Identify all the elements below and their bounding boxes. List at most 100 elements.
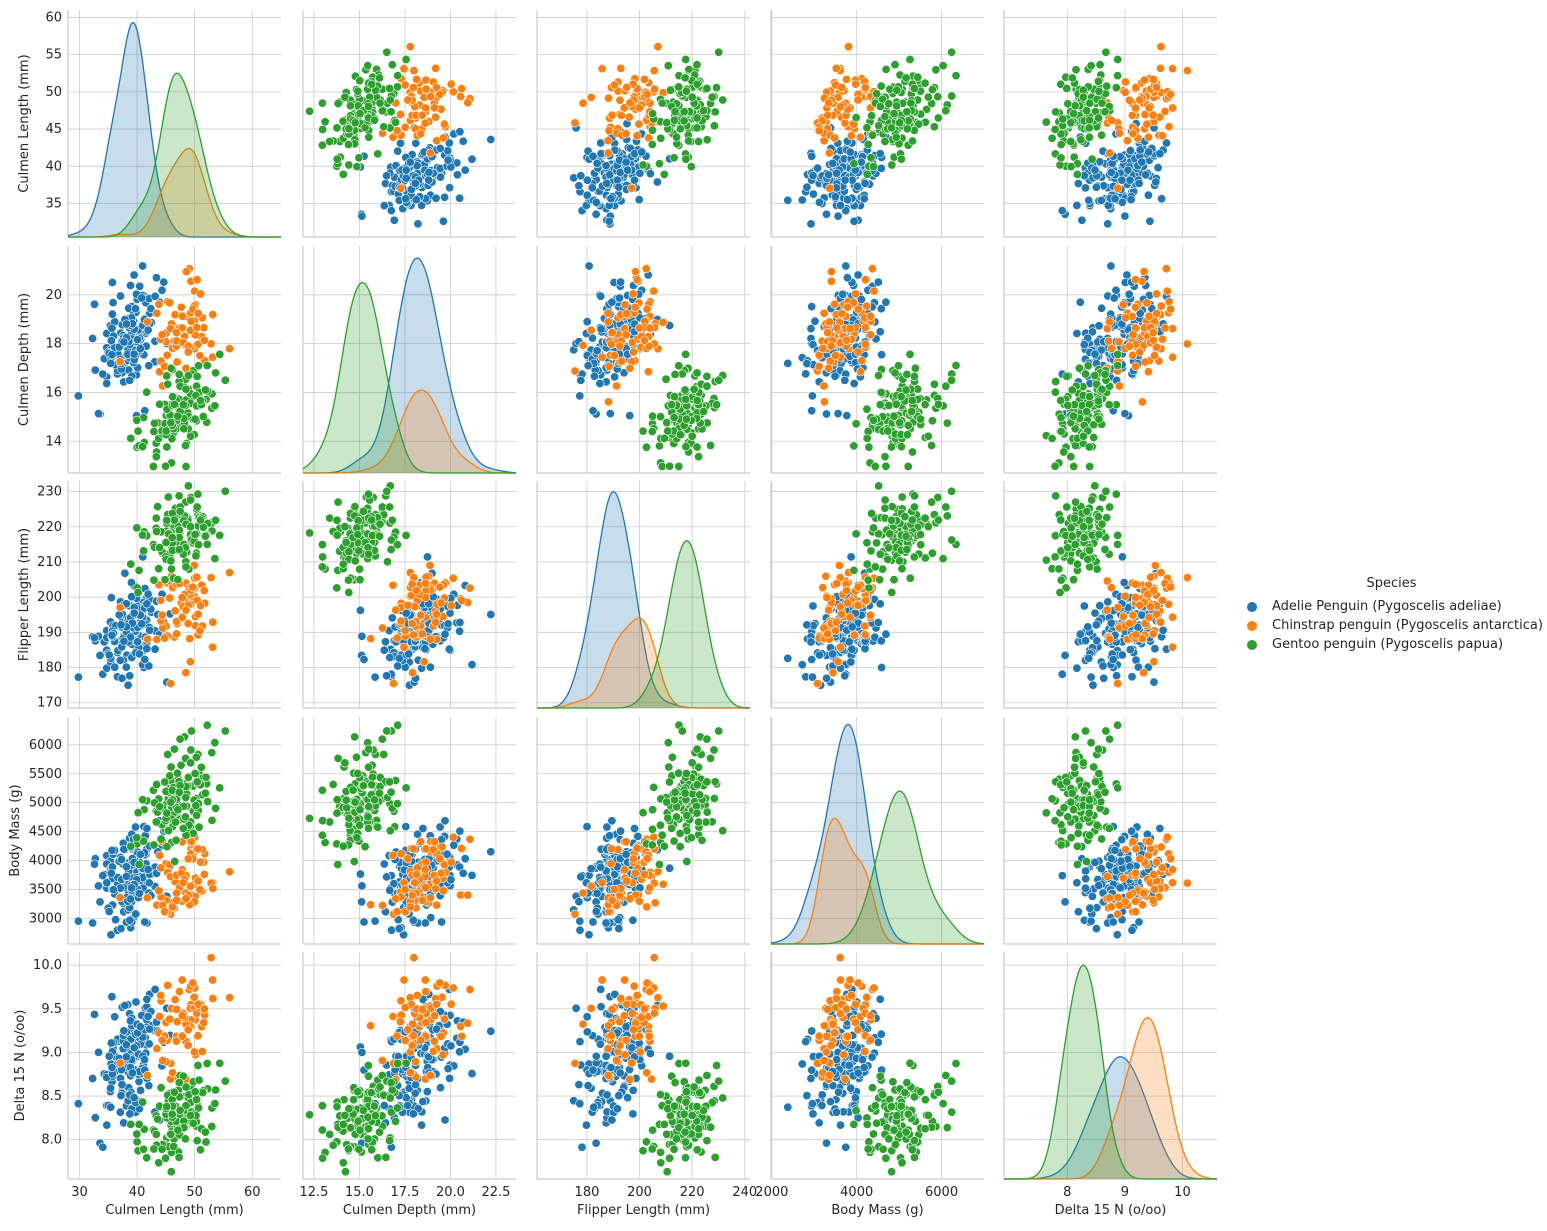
ytick-label: 8.0 xyxy=(41,1133,62,1148)
scatter-point xyxy=(455,826,465,836)
scatter-point xyxy=(844,42,854,52)
scatter-point xyxy=(1056,396,1066,406)
scatter-point xyxy=(386,206,396,216)
scatter-point xyxy=(201,772,211,782)
scatter-point xyxy=(824,363,834,373)
scatter-point xyxy=(220,726,230,736)
scatter-point xyxy=(672,132,682,142)
scatter-point xyxy=(1092,636,1102,646)
scatter-point xyxy=(355,564,365,574)
scatter-point xyxy=(102,878,112,888)
scatter-point xyxy=(110,662,120,672)
scatter-point xyxy=(382,486,392,496)
scatter-point xyxy=(111,915,121,925)
scatter-point xyxy=(1095,601,1105,611)
scatter-point xyxy=(941,106,951,116)
scatter-point xyxy=(401,54,411,64)
scatter-point xyxy=(889,411,899,421)
scatter-point xyxy=(486,135,496,145)
scatter-point xyxy=(605,170,615,180)
scatter-point xyxy=(689,384,699,394)
scatter-point xyxy=(853,347,863,357)
scatter-point xyxy=(1135,95,1145,105)
scatter-point xyxy=(837,609,847,619)
scatter-point xyxy=(318,125,328,135)
scatter-point xyxy=(875,327,885,337)
scatter-point xyxy=(814,197,824,207)
scatter-point xyxy=(425,893,435,903)
scatter-point xyxy=(1083,554,1093,564)
scatter-point xyxy=(655,441,665,451)
scatter-point xyxy=(860,644,870,654)
scatter-point xyxy=(877,663,887,673)
scatter-point xyxy=(366,634,376,644)
scatter-point xyxy=(887,588,897,598)
scatter-point xyxy=(90,365,100,375)
scatter-point xyxy=(1066,118,1076,128)
scatter-point xyxy=(927,416,937,426)
scatter-point xyxy=(692,442,702,452)
scatter-point xyxy=(1122,136,1132,146)
scatter-point xyxy=(444,138,454,148)
scatter-point xyxy=(401,194,411,204)
scatter-point xyxy=(173,805,183,815)
scatter-point xyxy=(1072,169,1082,179)
scatter-point xyxy=(420,918,430,928)
scatter-point xyxy=(881,629,891,639)
scatter-point xyxy=(783,195,793,205)
scatter-point xyxy=(824,170,834,180)
scatter-point xyxy=(1102,605,1112,615)
scatter-point xyxy=(840,175,850,185)
scatter-point xyxy=(617,356,627,366)
scatter-point xyxy=(1125,175,1135,185)
scatter-point xyxy=(460,854,470,864)
scatter-point xyxy=(870,462,880,472)
scatter-point xyxy=(142,599,152,609)
scatter-point xyxy=(597,64,607,74)
scatter-point xyxy=(667,400,677,410)
scatter-point xyxy=(159,277,169,287)
scatter-point xyxy=(73,916,83,926)
scatter-point xyxy=(1149,586,1159,596)
scatter-point xyxy=(171,817,181,827)
scatter-point xyxy=(383,557,393,567)
scatter-point xyxy=(375,73,385,83)
scatter-point xyxy=(421,75,431,85)
scatter-point xyxy=(166,556,176,566)
scatter-point xyxy=(846,131,856,141)
scatter-point xyxy=(181,605,191,615)
xtick-label: 17.5 xyxy=(390,1185,419,1200)
scatter-point xyxy=(446,857,456,867)
ytick-label: 40 xyxy=(45,159,62,174)
scatter-point xyxy=(188,582,198,592)
scatter-point xyxy=(155,543,165,553)
scatter-point xyxy=(165,298,175,308)
scatter-point xyxy=(149,575,159,585)
scatter-point xyxy=(1104,400,1114,410)
scatter-point xyxy=(889,109,899,119)
scatter-point xyxy=(107,845,117,855)
scatter-point xyxy=(178,878,188,888)
scatter-point xyxy=(875,599,885,609)
scatter-point xyxy=(104,907,114,917)
scatter-point xyxy=(200,788,210,798)
scatter-point xyxy=(355,605,365,615)
scatter-point xyxy=(401,173,411,183)
scatter-point xyxy=(133,588,143,598)
scatter-point xyxy=(1070,513,1080,523)
scatter-point xyxy=(393,71,403,81)
scatter-point xyxy=(845,612,855,622)
xtick-label: 9 xyxy=(1121,1185,1129,1200)
scatter-point xyxy=(332,154,342,164)
scatter-point xyxy=(909,84,919,94)
scatter-point xyxy=(665,461,675,471)
scatter-point xyxy=(199,586,209,596)
scatter-point xyxy=(181,562,191,572)
scatter-point xyxy=(830,299,840,309)
scatter-point xyxy=(1156,301,1166,311)
scatter-point xyxy=(681,442,691,452)
scatter-point xyxy=(142,644,152,654)
scatter-point xyxy=(840,375,850,385)
scatter-point xyxy=(1051,491,1061,501)
scatter-point xyxy=(1085,545,1095,555)
